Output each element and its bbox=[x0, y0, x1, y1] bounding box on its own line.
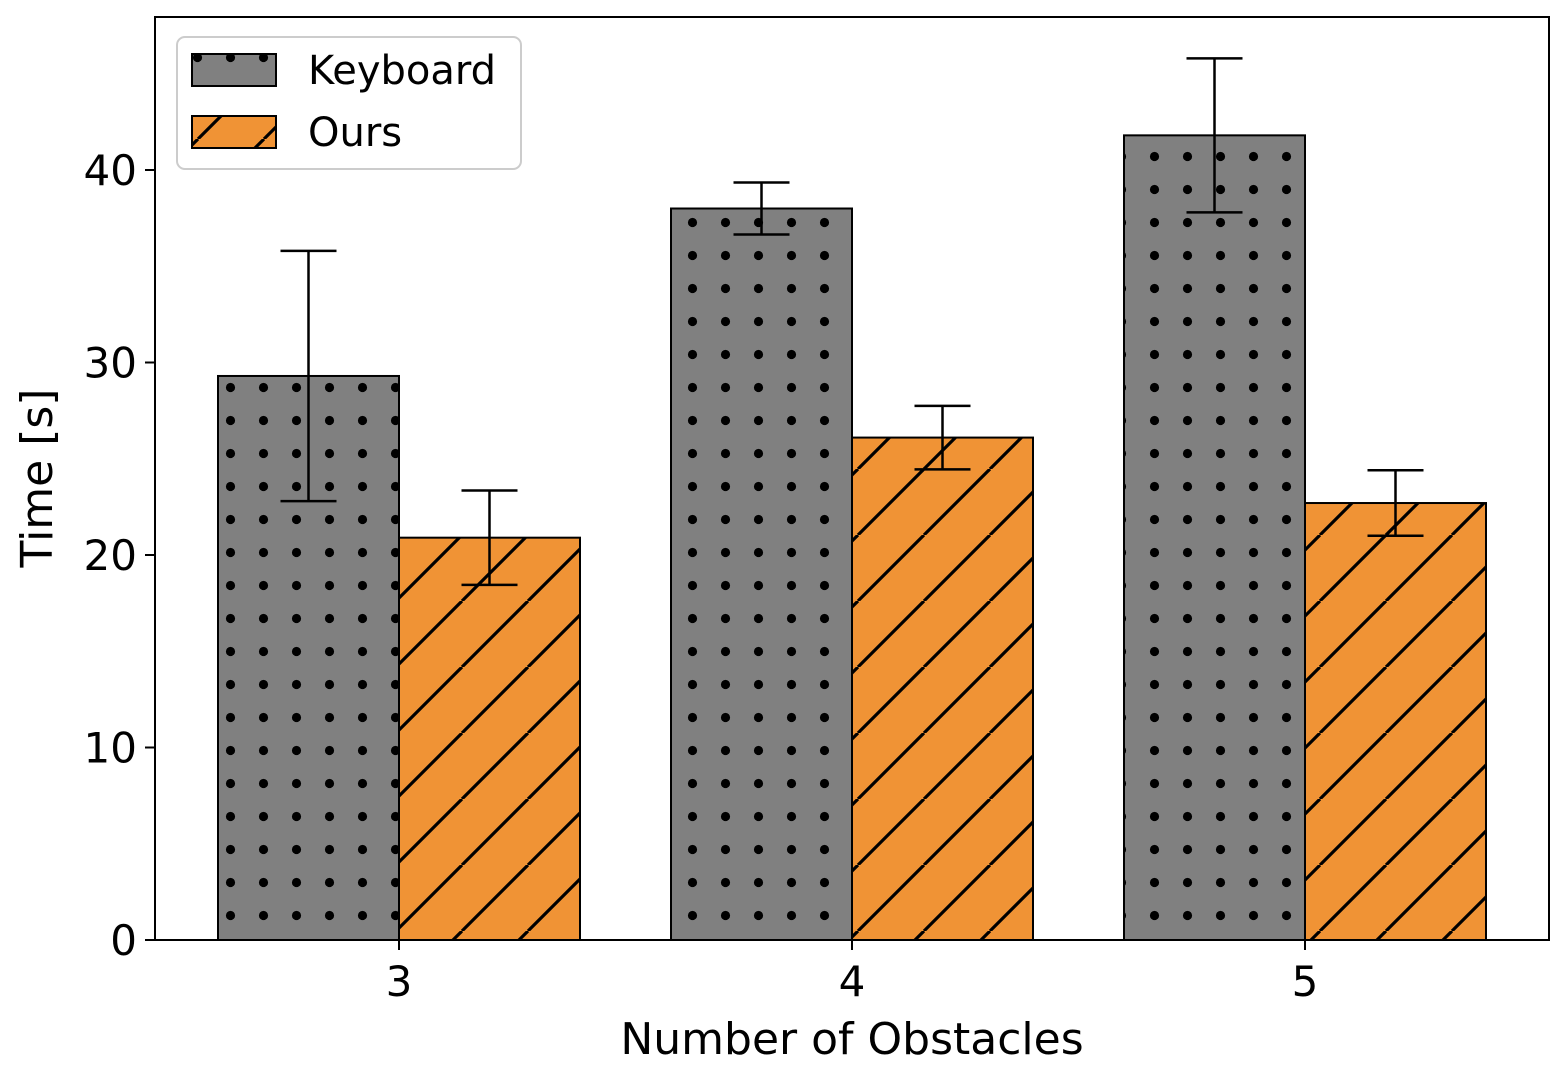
bar-keyboard-4 bbox=[670, 207, 853, 941]
legend: Keyboard Ours bbox=[176, 36, 522, 170]
y-axis: 0 10 20 30 40 bbox=[84, 146, 155, 965]
legend-item-keyboard: Keyboard bbox=[191, 48, 496, 94]
bar-hatch bbox=[852, 437, 1033, 940]
error-bar-keyboard-5 bbox=[1186, 57, 1243, 214]
legend-label: Ours bbox=[308, 110, 402, 156]
x-axis: 3 4 5 bbox=[386, 940, 1319, 1006]
y-tick-label: 20 bbox=[84, 531, 137, 580]
x-tick-label: 4 bbox=[839, 957, 866, 1006]
error-bar-keyboard-4 bbox=[733, 181, 790, 236]
bar-hatch bbox=[1305, 503, 1486, 940]
x-axis-label: Number of Obstacles bbox=[620, 1014, 1083, 1065]
bar-hatch bbox=[399, 537, 580, 940]
y-axis-label: Time [s] bbox=[12, 389, 63, 569]
legend-swatch-hatch bbox=[192, 54, 276, 86]
bar-hatch bbox=[671, 208, 852, 940]
y-tick-label: 0 bbox=[110, 916, 137, 965]
error-bar-ours-4 bbox=[914, 404, 971, 471]
legend-swatch-hatch bbox=[192, 116, 276, 148]
bar-hatch bbox=[1124, 135, 1305, 941]
legend-swatch-outline bbox=[191, 115, 277, 149]
error-bar-keyboard-3 bbox=[280, 249, 337, 503]
error-bars-layer bbox=[280, 57, 1424, 587]
error-bar-ours-5 bbox=[1367, 469, 1424, 537]
bars-layer bbox=[217, 134, 1487, 942]
legend-label: Keyboard bbox=[308, 48, 496, 94]
bar-ours-4 bbox=[851, 436, 1034, 941]
y-tick-label: 30 bbox=[84, 339, 137, 388]
error-bar-ours-3 bbox=[461, 489, 518, 587]
x-tick-label: 5 bbox=[1292, 957, 1319, 1006]
legend-swatch-outline bbox=[191, 53, 277, 87]
bar-keyboard-5 bbox=[1123, 134, 1306, 942]
y-tick-label: 10 bbox=[84, 724, 137, 773]
legend-item-ours: Ours bbox=[191, 110, 402, 156]
bar-ours-5 bbox=[1304, 502, 1487, 941]
x-tick-label: 3 bbox=[386, 957, 413, 1006]
bar-ours-3 bbox=[398, 536, 581, 941]
y-tick-label: 40 bbox=[84, 146, 137, 195]
